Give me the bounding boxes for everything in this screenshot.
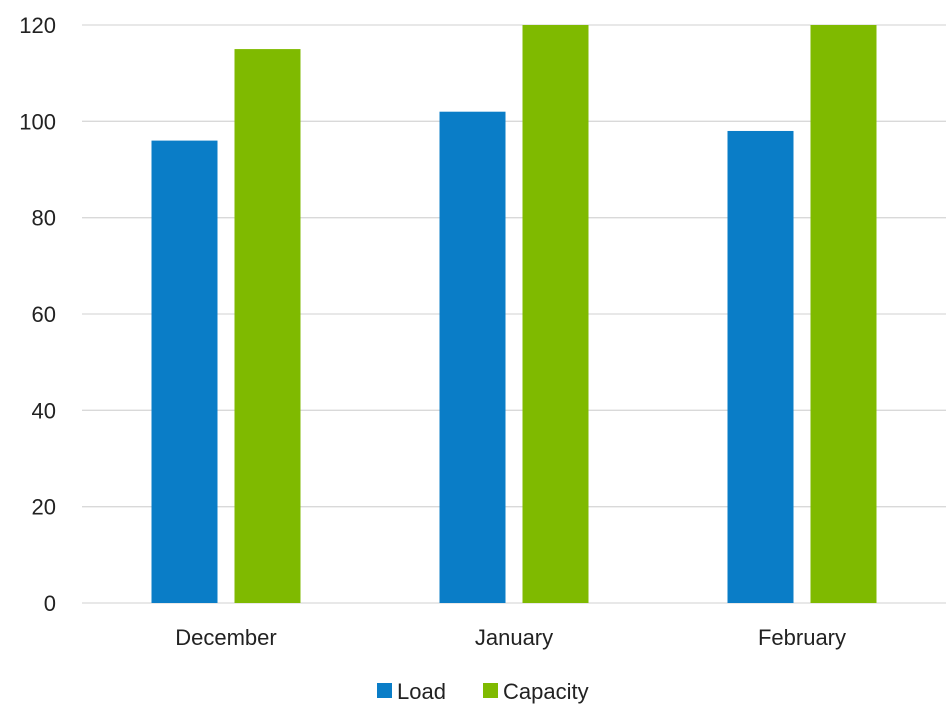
bar-capacity-december — [234, 49, 301, 604]
y-tick-label: 40 — [32, 398, 56, 423]
legend: Load Capacity — [377, 679, 589, 704]
legend-swatch-capacity — [483, 683, 498, 698]
gridlines — [82, 24, 946, 604]
y-tick-label: 80 — [32, 206, 56, 231]
x-category-label: February — [758, 625, 846, 650]
bar-capacity-january — [522, 25, 589, 603]
y-tick-label: 100 — [19, 109, 56, 134]
y-tick-label: 60 — [32, 302, 56, 327]
bar-load-february — [727, 130, 794, 603]
x-category-label: December — [175, 625, 276, 650]
legend-swatch-load — [377, 683, 392, 698]
x-axis-labels: December January February — [175, 625, 846, 650]
y-tick-label: 120 — [19, 13, 56, 38]
y-axis-ticks: 0 20 40 60 80 100 120 — [19, 13, 56, 616]
x-category-label: January — [475, 625, 553, 650]
legend-label-capacity: Capacity — [503, 679, 589, 704]
y-tick-label: 20 — [32, 495, 56, 520]
legend-label-load: Load — [397, 679, 446, 704]
bar-load-december — [151, 140, 218, 603]
y-tick-label: 0 — [44, 591, 56, 616]
bar-load-january — [439, 111, 506, 603]
bar-capacity-february — [810, 25, 877, 603]
bars — [151, 25, 877, 604]
